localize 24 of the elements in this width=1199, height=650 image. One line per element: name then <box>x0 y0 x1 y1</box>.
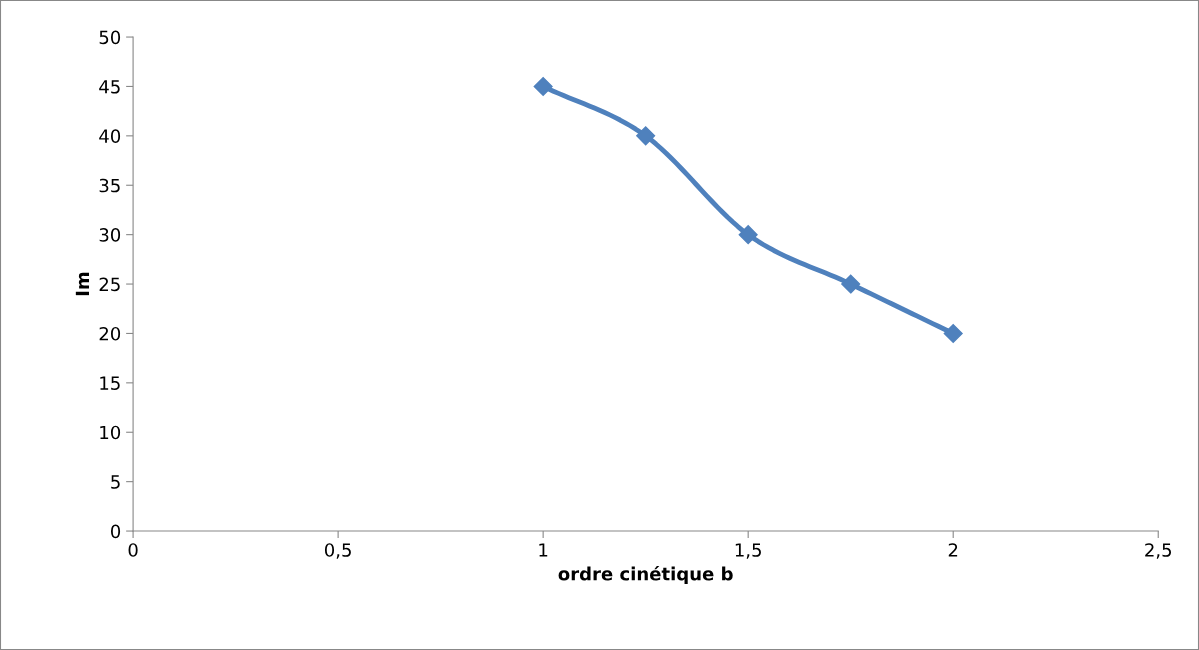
point <box>533 76 553 96</box>
x-tick-label: 1,5 <box>735 543 761 559</box>
y-tick-label: 50 <box>99 30 121 45</box>
y-axis-title: Im <box>75 272 89 296</box>
x-tick-label: 0,5 <box>324 543 351 559</box>
y-tick-label: 30 <box>99 228 121 242</box>
point <box>943 323 963 343</box>
x-tick-label: 0 <box>128 543 138 557</box>
y-tick-label: 0 <box>110 524 121 539</box>
x-axis-title: ordre cinétique b <box>558 565 733 585</box>
y-tick-label: 40 <box>99 129 121 143</box>
x-tick-label: 1 <box>539 543 548 557</box>
x-tick-label: 2 <box>948 543 958 557</box>
x-tick-label: 2,5 <box>1145 543 1172 559</box>
point <box>841 274 861 294</box>
y-tick-label: 35 <box>99 178 120 193</box>
y-tick-label: 20 <box>99 326 121 341</box>
point <box>636 126 656 146</box>
y-tick-label: 10 <box>100 425 121 440</box>
y-tick-label: 25 <box>99 277 120 292</box>
y-tick-label: 5 <box>111 475 120 489</box>
y-tick-label: 45 <box>99 80 120 94</box>
point <box>738 225 758 245</box>
y-tick-label: 15 <box>100 376 120 390</box>
